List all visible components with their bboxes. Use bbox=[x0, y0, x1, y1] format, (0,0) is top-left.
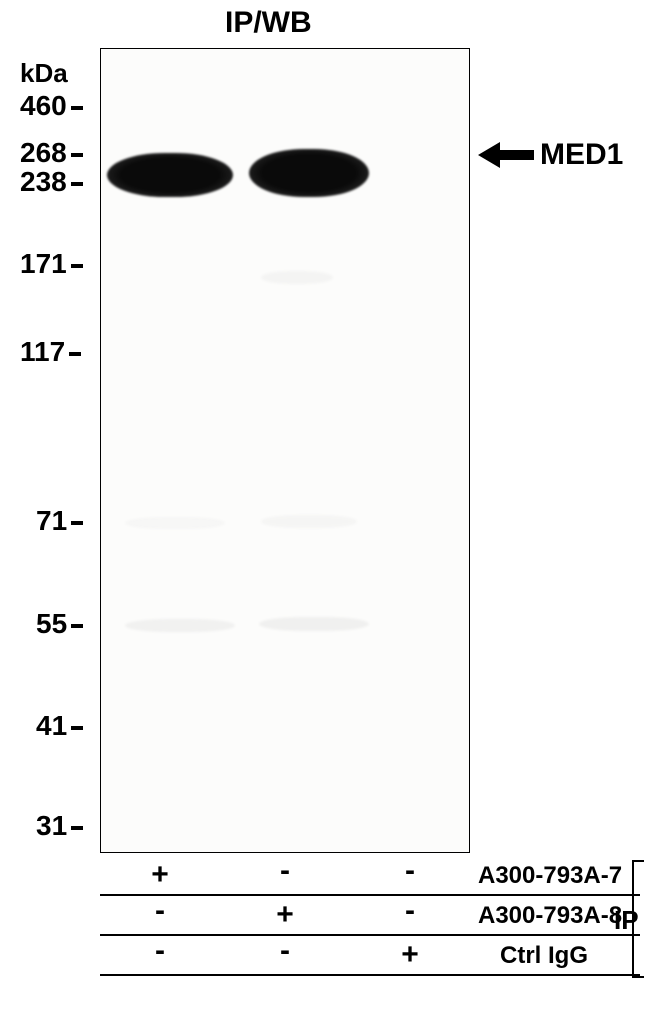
faint-band bbox=[125, 517, 225, 529]
mw-marker: 41 bbox=[36, 710, 83, 742]
mw-marker-value: 117 bbox=[20, 336, 65, 367]
faint-band bbox=[261, 515, 357, 528]
lane-annotation-table: +--A300-793A-7-+-A300-793A-8--+Ctrl IgG bbox=[100, 856, 640, 976]
minus-symbol: - bbox=[280, 854, 290, 888]
mw-marker: 171 bbox=[20, 248, 83, 280]
mw-marker-value: 41 bbox=[36, 710, 67, 741]
figure-container: IP/WB kDa 460 268238 171 117 71 55 41 31 MED1 +… bbox=[0, 0, 650, 1015]
tick-icon bbox=[71, 264, 83, 268]
lane-row: + - - A300-793A-7 bbox=[100, 856, 640, 896]
mw-marker-value: 268 bbox=[20, 137, 67, 168]
arrow-icon bbox=[478, 140, 534, 170]
antibody-label: A300-793A-7 bbox=[478, 862, 622, 890]
faint-band bbox=[259, 617, 369, 631]
blot-image-frame bbox=[100, 48, 470, 853]
tick-icon bbox=[71, 624, 83, 628]
plus-symbol: + bbox=[401, 938, 419, 972]
tick-icon bbox=[71, 182, 83, 186]
mw-marker: 460 bbox=[20, 90, 83, 122]
mw-marker-value: 171 bbox=[20, 248, 67, 279]
mw-marker: 117 bbox=[20, 336, 81, 368]
protein-band bbox=[107, 153, 233, 197]
antibody-label: Ctrl IgG bbox=[500, 942, 588, 970]
lane-row: - + - A300-793A-8 bbox=[100, 896, 640, 936]
faint-band bbox=[261, 271, 333, 284]
tick-icon bbox=[71, 106, 83, 110]
mw-marker: 55 bbox=[36, 608, 83, 640]
tick-icon bbox=[71, 153, 83, 157]
plus-symbol: + bbox=[151, 858, 169, 892]
mw-marker-value: 238 bbox=[20, 166, 67, 197]
minus-symbol: - bbox=[280, 934, 290, 968]
protein-band bbox=[249, 149, 369, 197]
mw-marker: 31 bbox=[36, 810, 83, 842]
figure-title: IP/WB bbox=[225, 6, 312, 40]
target-protein-label: MED1 bbox=[540, 138, 623, 172]
target-arrow-group: MED1 bbox=[478, 138, 623, 172]
tick-icon bbox=[69, 352, 81, 356]
mw-marker-value: 55 bbox=[36, 608, 67, 639]
mw-marker-value: 71 bbox=[36, 505, 67, 536]
faint-band bbox=[125, 619, 235, 632]
minus-symbol: - bbox=[405, 894, 415, 928]
mw-marker: 268 bbox=[20, 137, 83, 169]
tick-icon bbox=[71, 521, 83, 525]
tick-icon bbox=[71, 826, 83, 830]
mw-marker-value: 460 bbox=[20, 90, 67, 121]
mw-marker: 238 bbox=[20, 166, 83, 198]
lane-row: - - + Ctrl IgG bbox=[100, 936, 640, 976]
minus-symbol: - bbox=[155, 934, 165, 968]
minus-symbol: - bbox=[405, 854, 415, 888]
plus-symbol: + bbox=[276, 898, 294, 932]
tick-icon bbox=[71, 726, 83, 730]
kda-unit-label: kDa bbox=[20, 58, 68, 89]
mw-marker: 71 bbox=[36, 505, 83, 537]
minus-symbol: - bbox=[155, 894, 165, 928]
ip-label: IP bbox=[614, 905, 639, 936]
mw-marker-value: 31 bbox=[36, 810, 67, 841]
antibody-label: A300-793A-8 bbox=[478, 902, 622, 930]
